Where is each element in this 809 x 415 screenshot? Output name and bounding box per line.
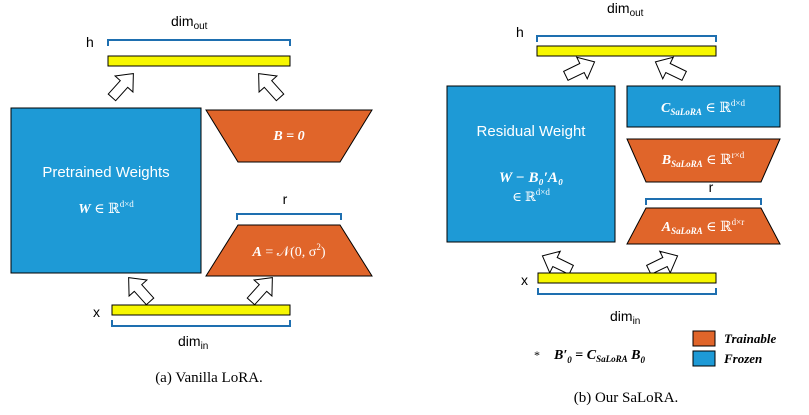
output-vector-bar bbox=[107, 55, 291, 67]
input-x-label: x bbox=[93, 304, 100, 320]
output-dim-bracket bbox=[107, 39, 291, 46]
vanilla-lora-panel: dimout h Pretrained Weights W ∈ ℝd×d B =… bbox=[10, 13, 373, 386]
arrow-input-to-residual bbox=[541, 250, 575, 276]
residual-weight-title: Residual Weight bbox=[477, 123, 587, 140]
caption-salora: (b) Our SaLoRA. bbox=[574, 390, 679, 406]
b0-definition-formula: B′0 = CSaLoRA B0 bbox=[553, 348, 645, 365]
arrow-input-to-a bbox=[645, 250, 679, 276]
output-h-label: h bbox=[86, 34, 94, 50]
legend-trainable-swatch bbox=[692, 330, 716, 347]
arrow-b-to-output bbox=[258, 73, 285, 102]
residual-weight-box bbox=[446, 85, 616, 243]
arrow-c-to-output bbox=[654, 56, 688, 82]
rank-bracket bbox=[236, 213, 342, 220]
output-dim-bracket bbox=[536, 35, 717, 42]
pretrained-weights-formula: W ∈ ℝd×d bbox=[78, 199, 134, 217]
legend-trainable-label: Trainable bbox=[724, 331, 776, 346]
input-vector-bar bbox=[537, 272, 717, 284]
output-h-label: h bbox=[516, 24, 524, 40]
rank-bracket bbox=[645, 198, 762, 205]
caption-vanilla-lora: (a) Vanilla LoRA. bbox=[155, 370, 263, 386]
residual-weight-formula: W − B₀′A₀ bbox=[499, 170, 563, 186]
legend: Trainable Frozen bbox=[692, 330, 776, 367]
a-matrix-trapezoid bbox=[626, 207, 781, 245]
a-matrix-formula: A = 𝒩(0, σ2) bbox=[251, 242, 325, 260]
rank-label: r bbox=[709, 179, 714, 195]
input-dim-bracket bbox=[111, 320, 291, 327]
input-dim-label: dimin bbox=[610, 308, 640, 327]
legend-frozen-swatch bbox=[692, 350, 716, 367]
arrow-input-to-a bbox=[246, 277, 273, 306]
note-star: * bbox=[534, 348, 540, 362]
legend-frozen-label: Frozen bbox=[723, 351, 762, 366]
residual-weight-space: ∈ ℝd×d bbox=[512, 187, 550, 204]
b-matrix-trapezoid bbox=[626, 138, 781, 183]
a-matrix-formula: ASaLoRA ∈ ℝd×r bbox=[661, 217, 744, 236]
pretrained-weights-box bbox=[10, 107, 202, 274]
b-matrix-trapezoid bbox=[205, 109, 373, 163]
arrow-input-to-pretrained bbox=[128, 277, 155, 306]
input-dim-label: dimin bbox=[178, 333, 208, 352]
b-matrix-formula: BSaLoRA ∈ ℝr×d bbox=[661, 150, 745, 169]
rank-label: r bbox=[283, 191, 288, 207]
b-matrix-formula: B = 0 bbox=[272, 129, 304, 144]
output-vector-bar bbox=[536, 45, 717, 57]
arrow-pretrained-to-output bbox=[107, 73, 134, 102]
input-x-label: x bbox=[521, 272, 528, 288]
arrow-residual-to-output bbox=[562, 56, 596, 82]
c-matrix-box bbox=[626, 85, 781, 128]
salora-panel: dimout h Residual Weight W − B₀′A₀ ∈ ℝd×… bbox=[446, 0, 781, 406]
pretrained-weights-title: Pretrained Weights bbox=[42, 164, 169, 181]
a-matrix-trapezoid bbox=[205, 224, 373, 277]
output-dim-label: dimout bbox=[607, 0, 644, 19]
output-dim-label: dimout bbox=[171, 13, 208, 32]
c-matrix-formula: CSaLoRA ∈ ℝd×d bbox=[661, 98, 745, 117]
input-dim-bracket bbox=[537, 288, 717, 295]
input-vector-bar bbox=[111, 304, 291, 316]
